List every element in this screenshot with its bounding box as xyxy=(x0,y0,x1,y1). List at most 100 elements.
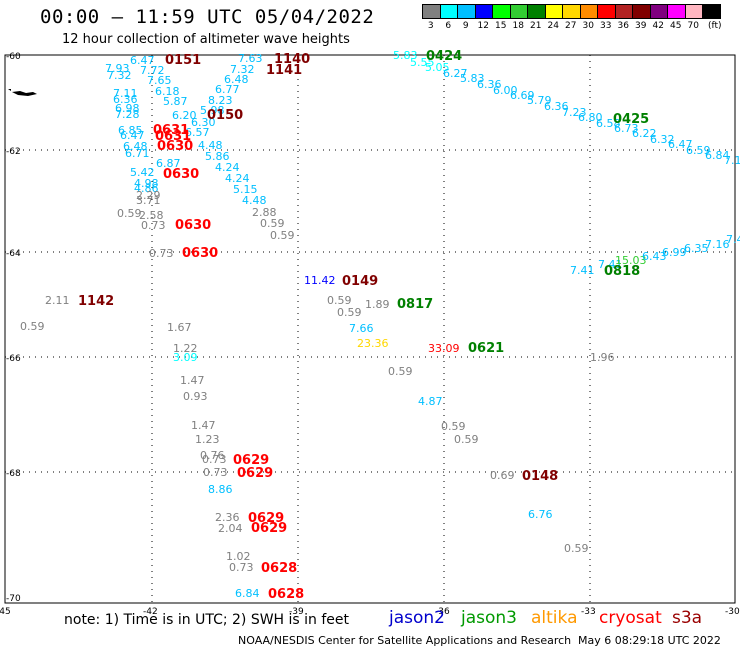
wave-height-reading: 6.69 xyxy=(510,89,535,102)
legend-label: 45 xyxy=(670,21,682,31)
wave-height-reading: 0.73 xyxy=(141,219,166,232)
wave-height-reading: 6.35 xyxy=(684,242,709,255)
credit-line: NOAA/NESDIS Center for Satellite Applica… xyxy=(238,634,572,647)
latitude-label: -60 xyxy=(6,52,21,62)
wave-height-reading: 0.73 xyxy=(149,247,174,260)
pass-time-label: 0150 xyxy=(207,108,243,123)
wave-height-reading: 6.48 xyxy=(123,140,148,153)
pass-time-label: 0149 xyxy=(342,274,378,289)
wave-height-reading: 6.32 xyxy=(650,133,675,146)
wave-height-reading: 5.86 xyxy=(205,150,230,163)
footer-note: note: 1) Time is in UTC; 2) SWH is in fe… xyxy=(64,612,350,628)
map-frame xyxy=(4,54,736,604)
wave-height-reading: 8.23 xyxy=(208,94,233,107)
wave-height-reading: 7.41 xyxy=(598,258,623,271)
wave-height-reading: 0.59 xyxy=(327,294,352,307)
wave-height-reading: 6.27 xyxy=(443,67,468,80)
wave-height-readings: 6.477.93 7.727.32 7.657.11 6.186.36 5.876.98… xyxy=(20,49,740,600)
wave-height-reading: 7.66 xyxy=(349,322,374,335)
land-outline xyxy=(8,89,37,96)
wave-height-reading: 6.59 xyxy=(686,144,711,157)
wave-height-reading: 6.43 xyxy=(642,250,667,263)
wave-height-reading: 2.36 xyxy=(215,511,240,524)
pass-time-label: 1142 xyxy=(78,294,114,309)
legend-entry: 18 xyxy=(509,4,528,31)
wave-height-reading: 0.59 xyxy=(337,306,362,319)
pass-time-label: 0628 xyxy=(261,561,297,576)
wave-height-reading: 0.59 xyxy=(20,320,45,333)
satellite-jason2: jason2 xyxy=(389,608,445,628)
wave-height-reading: 5.98 xyxy=(200,104,225,117)
wave-height-reading: 5.83 xyxy=(460,72,485,85)
wave-height-reading: 6.30 xyxy=(191,116,216,129)
wave-height-reading: 0.73 xyxy=(229,561,254,574)
legend-label: 33 xyxy=(600,21,612,31)
pass-time-labels: 0151 114011410150042404250818063106310630… xyxy=(78,49,649,602)
longitude-label: -39 xyxy=(289,607,304,617)
longitude-label: -42 xyxy=(143,607,158,617)
wave-height-reading: 2.11 xyxy=(45,294,70,307)
longitude-label: -45 xyxy=(0,607,11,617)
wave-height-reading: 3.71 xyxy=(136,194,161,207)
wave-height-reading: 0.73 xyxy=(202,453,227,466)
legend-label: 24 xyxy=(547,21,559,31)
generated-timestamp: May 6 08:29:18 UTC 2022 xyxy=(578,634,721,647)
wave-height-reading: 2.04 xyxy=(218,522,243,535)
legend-label: 6 xyxy=(445,21,452,31)
pass-time-label: 0629 xyxy=(233,453,269,468)
wave-height-reading: 7.11 xyxy=(113,87,138,100)
wave-height-reading: 6.84 xyxy=(705,149,730,162)
pass-time-label: 0629 xyxy=(248,511,284,526)
wave-height-reading: 7.65 xyxy=(147,74,172,87)
pass-time-label: 1140 xyxy=(274,52,310,67)
wave-height-reading: 4.98 xyxy=(134,177,159,190)
pass-time-label: 0631 xyxy=(153,123,189,138)
legend-label: 30 xyxy=(582,21,594,31)
pass-time-label: 0621 xyxy=(468,341,504,356)
wave-height-reading: 4.24 xyxy=(215,161,240,174)
pass-time-label: 0424 xyxy=(426,49,462,64)
wave-height-reading: 0.93 xyxy=(183,390,208,403)
wave-height-legend: 3 6 9 12 15 18 21 24 27 30 33 36 39 42 4… xyxy=(422,4,721,31)
wave-height-reading: 7.1 xyxy=(724,154,740,167)
wave-height-reading: 5.83 xyxy=(393,49,418,62)
pass-time-label: 0630 xyxy=(182,246,218,261)
wave-height-reading: 6.99 xyxy=(662,246,687,259)
pass-time-label: 0151 xyxy=(165,53,201,68)
wave-height-reading: 5.15 xyxy=(233,183,258,196)
latitude-label: -70 xyxy=(6,594,21,604)
graticule xyxy=(5,55,735,603)
legend-entry: 42 xyxy=(649,4,668,31)
wave-height-reading: 2.29 xyxy=(136,189,161,202)
wave-height-reading: 11.42 xyxy=(304,274,336,287)
pass-time-label: 0629 xyxy=(237,466,273,481)
wave-height-reading: 1.96 xyxy=(590,351,615,364)
legend-label: 27 xyxy=(565,21,577,31)
wave-height-reading: 5.42 xyxy=(130,166,155,179)
page-title: 00:00 — 11:59 UTC 05/04/2022 xyxy=(40,6,375,28)
wave-height-reading: 5.79 xyxy=(527,94,552,107)
wave-height-reading: 6.76 xyxy=(528,508,553,521)
legend-label: 12 xyxy=(477,21,489,31)
latitude-labels: -60 -62 -64 -66 -68 -70 xyxy=(6,52,21,604)
latitude-label: -64 xyxy=(6,249,21,259)
wave-height-reading: 6.48 xyxy=(224,73,249,86)
wave-height-reading: 6.00 xyxy=(493,84,518,97)
wave-height-reading: 6.58 xyxy=(596,117,621,130)
wave-height-reading: 4.86 xyxy=(134,182,159,195)
satellite-cryosat: cryosat xyxy=(599,608,662,628)
legend-label: 70 xyxy=(687,21,699,31)
wave-height-reading: 6.73 xyxy=(614,122,639,135)
wave-height-reading: 1.47 xyxy=(180,374,205,387)
wave-height-reading: 6.85 xyxy=(118,124,143,137)
wave-height-reading: 0.76 xyxy=(200,449,225,462)
legend-label: 3 xyxy=(427,21,434,31)
wave-height-reading: 0.69 xyxy=(490,469,515,482)
legend-label: 36 xyxy=(617,21,629,31)
wave-height-reading: 0.59 xyxy=(454,433,479,446)
wave-height-reading: 7.23 xyxy=(562,106,587,119)
wave-height-reading: 0.59 xyxy=(441,420,466,433)
wave-height-reading: 6.84 xyxy=(235,587,260,600)
wave-height-reading: 7.16 xyxy=(705,238,730,251)
